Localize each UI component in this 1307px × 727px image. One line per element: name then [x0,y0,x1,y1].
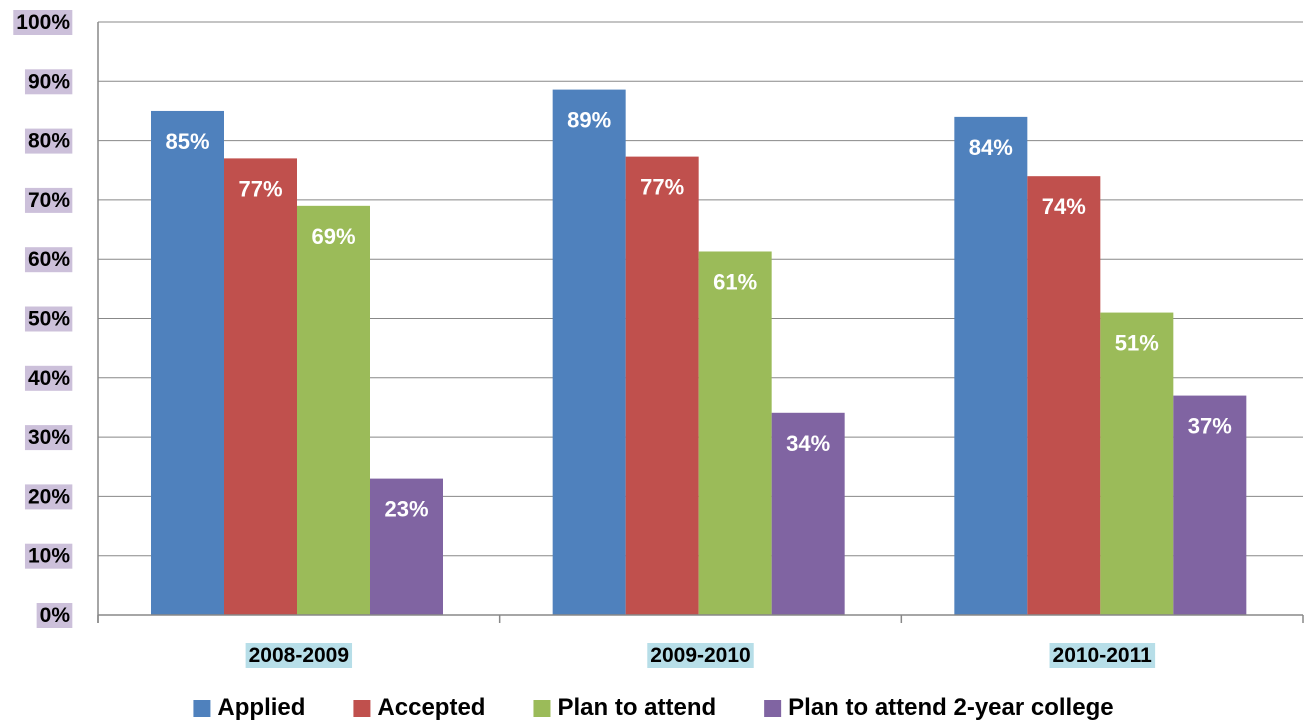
data-label: 51% [1115,331,1159,356]
bar [625,156,699,615]
x-axis-category-labels: 2008-2009 2009-2010 2010-2011 [245,643,1156,668]
bar [224,158,297,615]
y-tick-label: 60% [24,247,73,273]
y-tick-label-bg [24,187,73,213]
y-axis-tick-labels: 0% 10% 20% 30% 40% 50% 60% 70% 80% 90% 100% [13,10,73,628]
data-label: 89% [567,108,611,133]
y-tick-label-bg [36,603,73,628]
y-tick-label-bg [24,543,73,569]
data-label: 77% [238,176,282,201]
y-tick-label-bg [24,306,73,332]
legend-label: Applied [217,694,305,721]
y-tick-label: 0% [36,603,73,628]
bar [1100,312,1174,615]
y-tick-text: 90% [28,70,70,93]
y-tick-label-bg [13,10,73,35]
y-tick-label: 20% [24,484,73,510]
bars [151,89,1247,616]
bar [151,110,224,615]
bar [297,205,370,615]
category-label: 2008-2009 [245,643,353,668]
y-tick-text: 10% [28,545,70,568]
y-tick-label: 80% [24,128,73,154]
category-label-text: 2010-2011 [1053,644,1153,667]
y-tick-label: 50% [24,306,73,332]
y-tick-text: 50% [28,308,70,331]
category-label: 2010-2011 [1049,643,1156,668]
bar [1173,395,1247,615]
data-label: 37% [1188,414,1232,439]
legend-swatch [533,700,551,717]
bar [954,116,1028,615]
data-labels: 85% 77% 69% 23% 89% 77% 61% 34% 84% 74% 51% 37% [165,108,1231,522]
bar [771,412,845,615]
y-tick-text: 80% [28,130,70,153]
data-label: 77% [640,175,684,200]
data-label: 61% [713,269,757,294]
legend-label: Plan to attend [557,694,716,721]
data-label: 85% [165,129,209,154]
y-tick-label-bg [24,365,73,391]
legend-item: Plan to attend [533,694,716,721]
legend-item: Plan to attend 2-year college [764,694,1114,721]
category-label: 2009-2010 [647,643,754,668]
y-tick-label: 70% [24,187,73,213]
data-label: 34% [786,431,830,456]
y-tick-text: 0% [40,604,71,627]
y-tick-text: 20% [28,485,70,508]
category-label-bg [245,643,353,668]
y-tick-label-bg [24,247,73,273]
y-tick-label-bg [24,69,73,95]
legend-item: Applied [193,694,305,721]
category-label-bg [647,643,754,668]
y-tick-label: 30% [24,425,73,451]
bar [698,251,772,615]
y-tick-label: 10% [24,543,73,569]
legend-swatch [193,700,211,717]
category-label-text: 2009-2010 [650,644,750,667]
y-tick-label: 40% [24,365,73,391]
data-label: 74% [1042,194,1086,219]
y-tick-text: 40% [28,367,70,390]
category-label-text: 2008-2009 [249,644,349,667]
y-tick-text: 70% [28,189,70,212]
y-tick-label-bg [24,484,73,510]
data-label: 69% [311,224,355,249]
bar [1027,176,1101,615]
bar [552,89,626,616]
y-tick-label: 90% [24,69,73,95]
y-tick-label-bg [24,128,73,154]
category-label-bg [1049,643,1156,668]
y-tick-text: 100% [16,11,70,34]
legend: Applied Accepted Plan to attend Plan to att… [193,694,1114,721]
legend-label: Accepted [377,694,485,721]
y-tick-text: 60% [28,248,70,271]
legend-item: Accepted [353,694,485,721]
y-tick-text: 30% [28,426,70,449]
data-label: 84% [969,135,1013,160]
legend-label: Plan to attend 2-year college [788,694,1113,721]
y-tick-label: 100% [13,10,73,35]
data-label: 23% [384,497,428,522]
y-tick-label-bg [24,425,73,451]
bar [370,478,443,615]
x-axis [97,22,1304,623]
legend-swatch [764,700,782,717]
legend-swatch [353,700,371,717]
